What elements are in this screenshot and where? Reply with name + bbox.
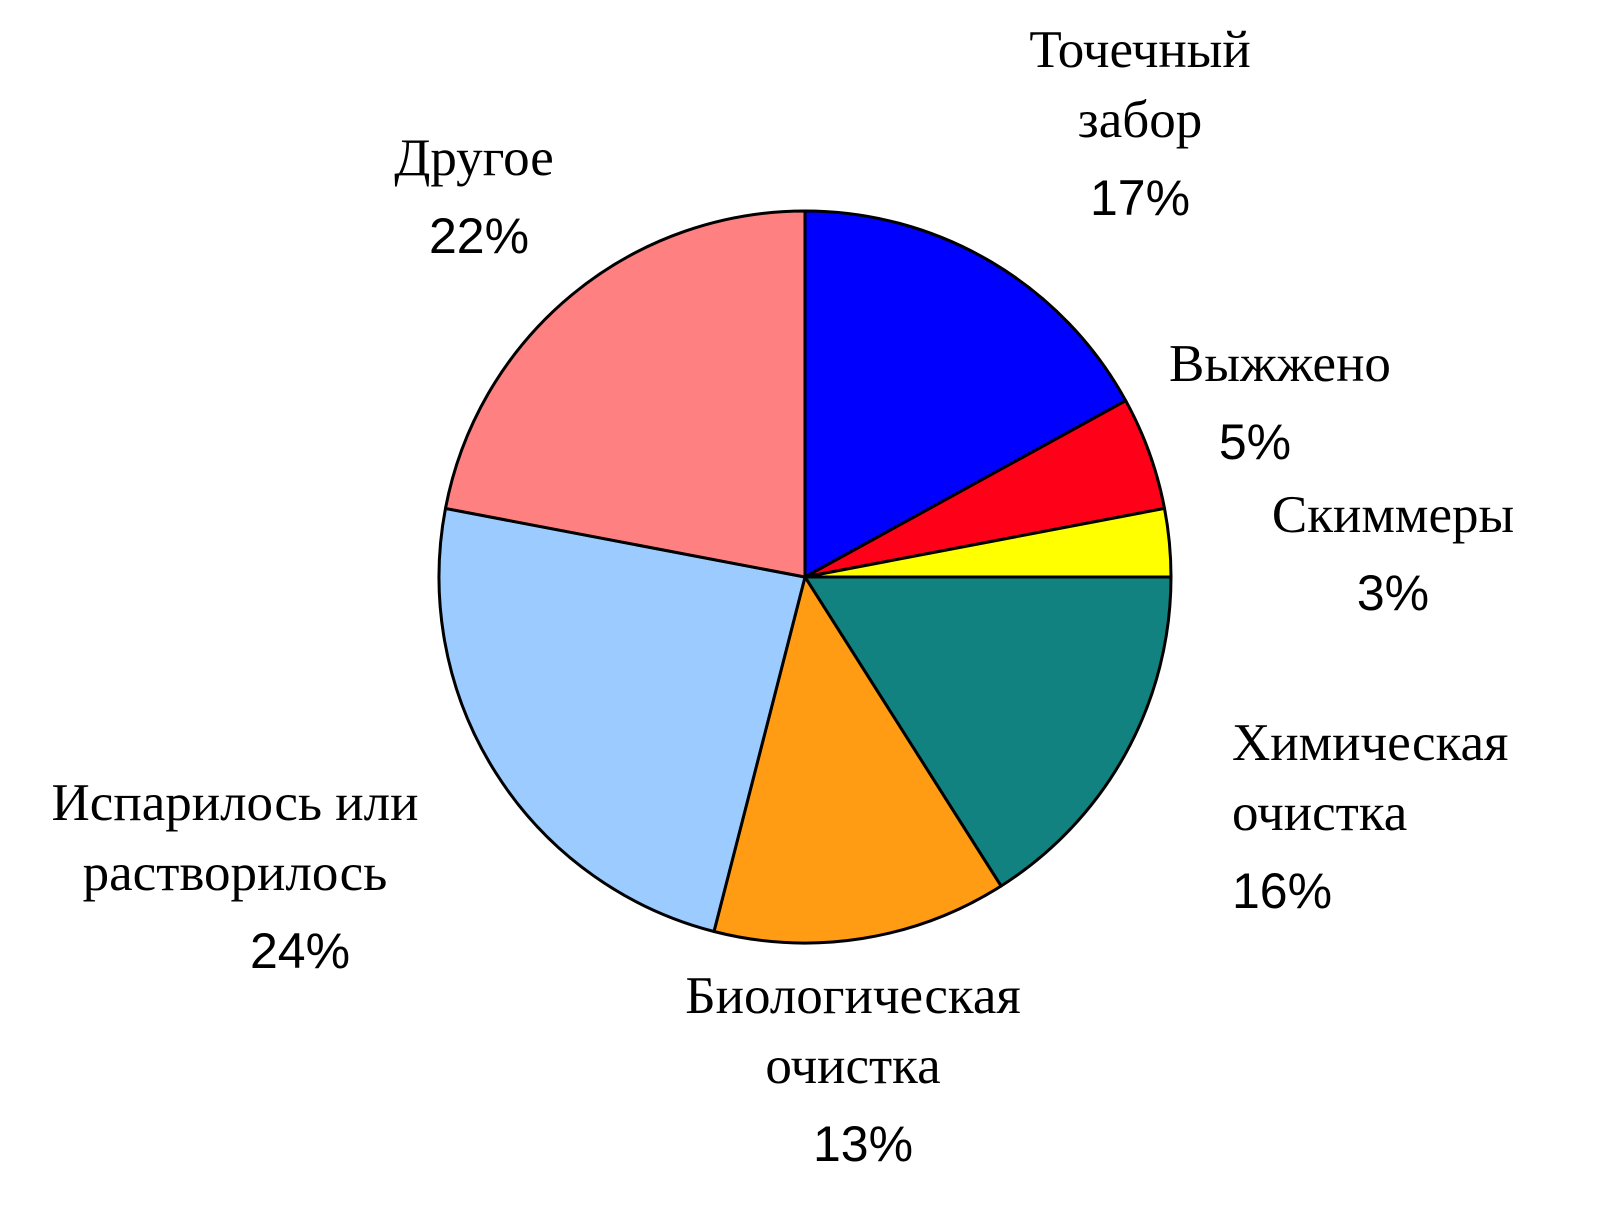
slice-value-label: 16% bbox=[1232, 863, 1332, 919]
slice-1 bbox=[803, 209, 1128, 579]
slice-7 bbox=[443, 209, 807, 579]
slice-value-label: 24% bbox=[250, 923, 350, 979]
slice-name-text: очистка bbox=[765, 1037, 940, 1095]
slice-6 bbox=[437, 506, 807, 933]
slice-label-2: Выжжено 5% bbox=[1169, 335, 1391, 470]
slice-value-label: 17% bbox=[1090, 170, 1190, 226]
slice-value-label: 22% bbox=[429, 208, 529, 264]
slice-label-6: Испарилось или растворилось 24% bbox=[52, 774, 419, 979]
slice-name-text: Скиммеры bbox=[1272, 486, 1514, 544]
slice-4 bbox=[803, 575, 1173, 888]
slice-name-text: Биологическая bbox=[685, 967, 1021, 1025]
slice-name-text: Точечный bbox=[1029, 21, 1250, 79]
slice-value-label: 5% bbox=[1219, 414, 1291, 470]
slice-label-5: Биологическая очистка 13% bbox=[685, 967, 1021, 1172]
slice-name-text: забор bbox=[1078, 91, 1202, 149]
slice-label-7: Другое 22% bbox=[394, 129, 554, 264]
slice-name-text: Химическая bbox=[1232, 714, 1508, 772]
slice-label-1: Точечный забор 17% bbox=[1029, 21, 1250, 226]
pie-slices bbox=[437, 209, 1173, 945]
slice-value-label: 13% bbox=[813, 1116, 913, 1172]
pie-labels: Точечный забор 17% Выжжено 5% Скиммеры 3% Химич… bbox=[52, 21, 1515, 1172]
slice-name-text: Другое bbox=[394, 129, 554, 187]
slice-label-3: Скиммеры 3% bbox=[1272, 486, 1514, 621]
slice-name-text: очистка bbox=[1232, 784, 1407, 842]
slice-value-label: 3% bbox=[1357, 565, 1429, 621]
slice-name-text: Испарилось или bbox=[52, 774, 419, 832]
slice-label-4: Химическая очистка 16% bbox=[1232, 714, 1508, 919]
slice-5 bbox=[712, 575, 1003, 945]
slice-name-text: Выжжено bbox=[1169, 335, 1391, 393]
slice-name-text: растворилось bbox=[83, 844, 388, 902]
